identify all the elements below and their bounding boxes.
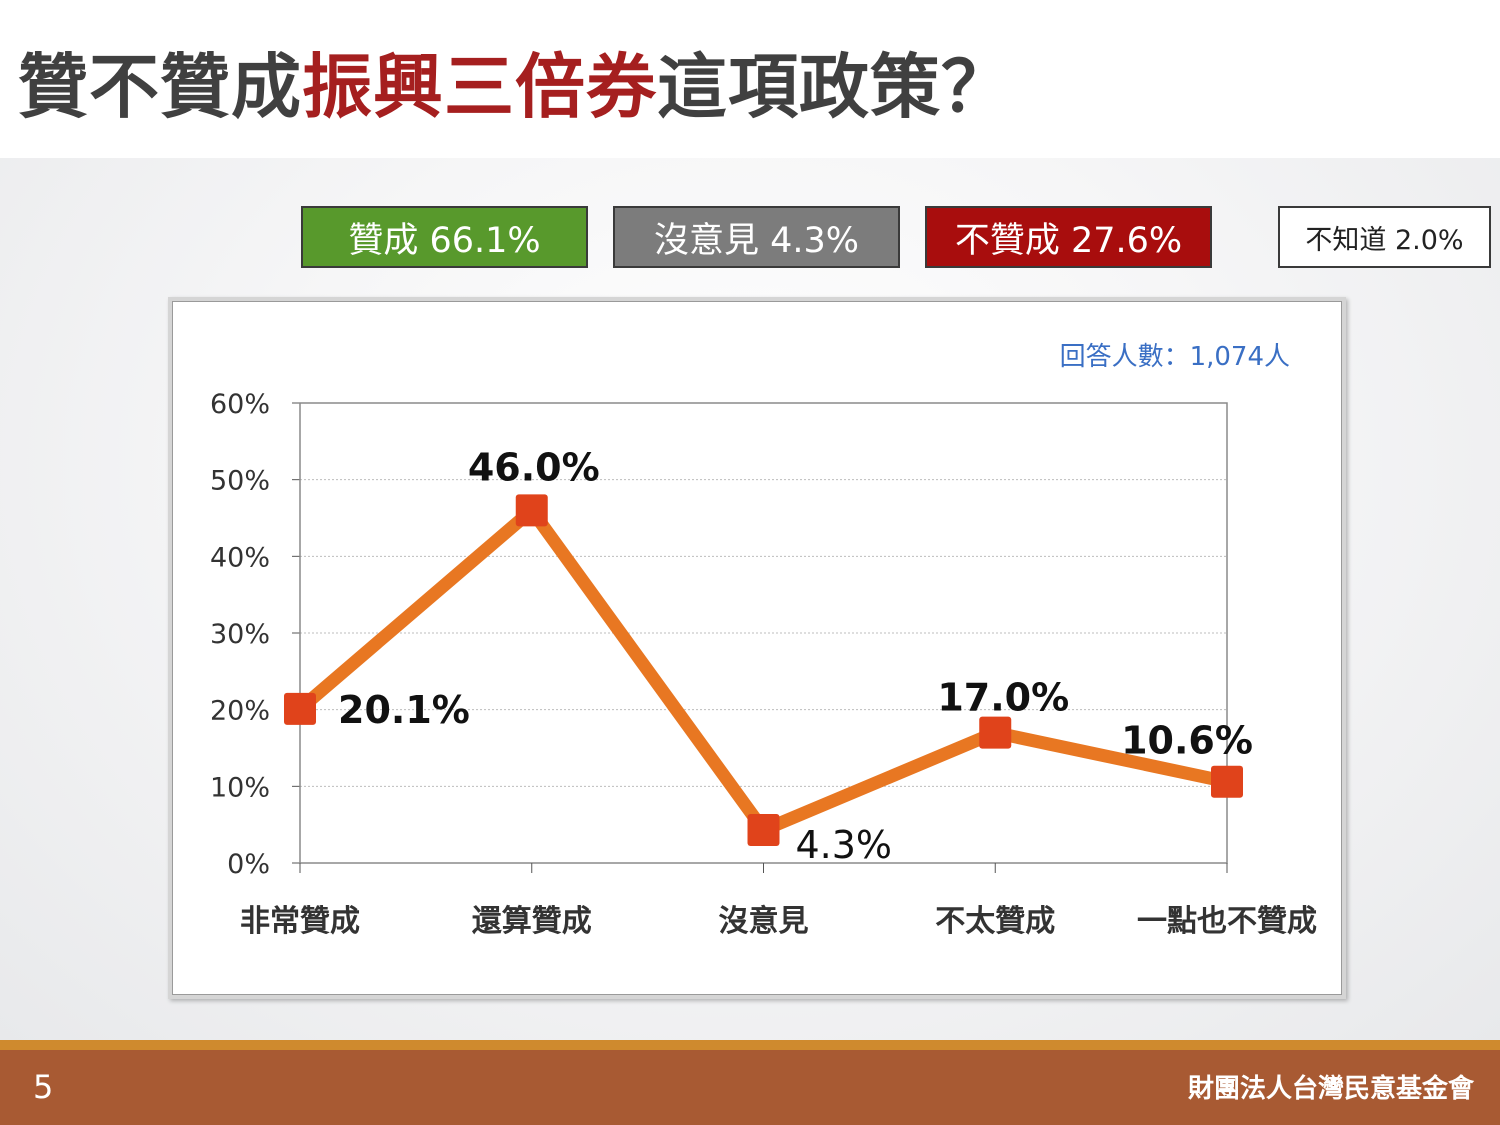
y-tick-label: 0% bbox=[227, 849, 270, 880]
sample-size-note: 回答人數：1,074人 bbox=[1060, 342, 1290, 372]
y-tick-label: 50% bbox=[210, 466, 270, 497]
title-part-1: 贊不贊成 bbox=[18, 46, 302, 128]
data-label: 17.0% bbox=[937, 676, 1069, 720]
chart-frame: 回答人數：1,074人 0% 10% 20% 30% 40% 50% 60% 非常贊成 還算贊成… bbox=[168, 297, 1346, 999]
data-point-marker bbox=[747, 814, 780, 847]
title-bar: 贊不贊成振興三倍券這項政策？ bbox=[0, 0, 1500, 158]
title-part-2: 這項政策？ bbox=[657, 46, 1012, 128]
organization-name: 財團法人台灣民意基金會 bbox=[1187, 1074, 1474, 1104]
neutral-summary-box: 沒意見 4.3% bbox=[613, 206, 900, 268]
y-tick-label: 30% bbox=[210, 619, 270, 650]
page-title: 贊不贊成振興三倍券這項政策？ bbox=[18, 42, 1012, 132]
footer-accent-line bbox=[0, 1040, 1500, 1050]
series-line bbox=[295, 500, 1229, 839]
x-category-label: 沒意見 bbox=[719, 904, 809, 939]
data-label: 4.3% bbox=[796, 823, 893, 867]
footer: 5 財團法人台灣民意基金會 bbox=[0, 1050, 1500, 1125]
data-point-marker bbox=[284, 692, 316, 725]
x-category-label: 不太贊成 bbox=[935, 904, 1055, 939]
data-point-marker bbox=[979, 716, 1012, 749]
agree-summary-box: 贊成 66.1% bbox=[301, 206, 588, 268]
x-category-label: 還算贊成 bbox=[472, 904, 592, 939]
data-label: 46.0% bbox=[468, 445, 600, 489]
line-chart: 回答人數：1,074人 0% 10% 20% 30% 40% 50% 60% 非常贊成 還算贊成… bbox=[210, 342, 1317, 939]
y-tick-label: 10% bbox=[210, 772, 270, 803]
x-category-label: 非常贊成 bbox=[240, 904, 360, 939]
y-tick-label: 20% bbox=[210, 696, 270, 727]
page-number: 5 bbox=[33, 1068, 54, 1106]
x-category-label: 一點也不贊成 bbox=[1137, 904, 1317, 939]
dont-know-summary-box: 不知道 2.0% bbox=[1278, 206, 1491, 268]
plot-area-border bbox=[299, 402, 1228, 864]
data-label: 20.1% bbox=[338, 688, 470, 732]
title-highlight: 振興三倍券 bbox=[302, 46, 657, 128]
disagree-summary-box: 不贊成 27.6% bbox=[925, 206, 1212, 268]
data-point-marker bbox=[1211, 765, 1243, 798]
data-point-marker bbox=[515, 494, 548, 527]
data-label: 10.6% bbox=[1121, 719, 1253, 763]
y-tick-label: 40% bbox=[210, 542, 270, 573]
y-tick-label: 60% bbox=[210, 389, 270, 420]
